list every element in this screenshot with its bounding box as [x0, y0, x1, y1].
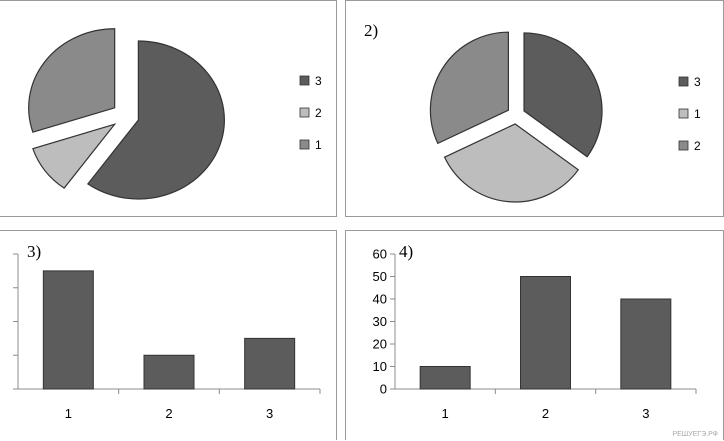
- legend-swatch-1: [678, 108, 689, 119]
- y-tick-label: 30: [373, 314, 387, 329]
- pie-chart-2: 3 1 2: [429, 31, 701, 203]
- x-tick-label-3: 3: [642, 406, 649, 421]
- legend-label-2: 2: [694, 139, 701, 153]
- bar-3: [244, 337, 296, 390]
- panel-label-4: 4): [399, 242, 414, 261]
- legend-label-3: 3: [315, 74, 322, 88]
- y-tick-label: 0: [380, 382, 387, 397]
- y-tick-label: 10: [373, 359, 387, 374]
- legend-swatch-3: [678, 76, 689, 87]
- x-tick-label-1: 1: [442, 406, 449, 421]
- legend-label-1: 1: [694, 107, 701, 121]
- bar-chart-3: 1 2 3: [13, 253, 321, 421]
- y-tick-label: 50: [373, 269, 387, 284]
- pie-slice-1: [28, 28, 116, 133]
- legend-swatch-1: [299, 139, 310, 150]
- panel-label-2: 2): [364, 21, 379, 40]
- bar-3: [620, 298, 672, 390]
- bar-chart-4: 0 10 20 30 40 50 60 1 2 3: [373, 247, 697, 421]
- y-tick-label: 40: [373, 292, 387, 307]
- bar-1: [419, 366, 471, 390]
- pie-slice-3: [86, 40, 225, 200]
- panel-label-3: 3): [27, 242, 42, 261]
- pie-slice-3: [523, 32, 603, 158]
- legend-swatch-2: [678, 140, 689, 151]
- chart-panel-1: 3 2 1: [0, 0, 337, 217]
- pie-chart-1: 3 2 1: [28, 28, 322, 200]
- y-tick-label: 20: [373, 337, 387, 352]
- legend-swatch-3: [299, 75, 310, 86]
- legend-label-1: 1: [315, 138, 322, 152]
- pie-slice-2: [32, 123, 117, 189]
- y-tick-label: 60: [373, 247, 387, 262]
- x-tick-label-3: 3: [266, 406, 273, 421]
- legend-label-3: 3: [694, 75, 701, 89]
- chart-panel-2: 2) 3 1 2: [345, 0, 724, 217]
- bar-2: [520, 276, 571, 390]
- chart-panel-3: 3) 1 2 3: [0, 230, 337, 440]
- watermark: РЕШУЕГЭ.РФ: [672, 431, 718, 438]
- bar-1: [42, 270, 94, 390]
- x-tick-label-2: 2: [165, 406, 172, 421]
- x-tick-label-1: 1: [65, 406, 72, 421]
- x-tick-label-2: 2: [542, 406, 549, 421]
- legend-swatch-2: [299, 107, 310, 118]
- legend-label-2: 2: [315, 106, 322, 120]
- pie-slice-1: [443, 123, 580, 203]
- pie-slice-2: [429, 31, 510, 145]
- chart-panel-4: 4) 0 10 20 30 40 50 60 1 2 3: [345, 230, 724, 440]
- bar-2: [143, 354, 195, 390]
